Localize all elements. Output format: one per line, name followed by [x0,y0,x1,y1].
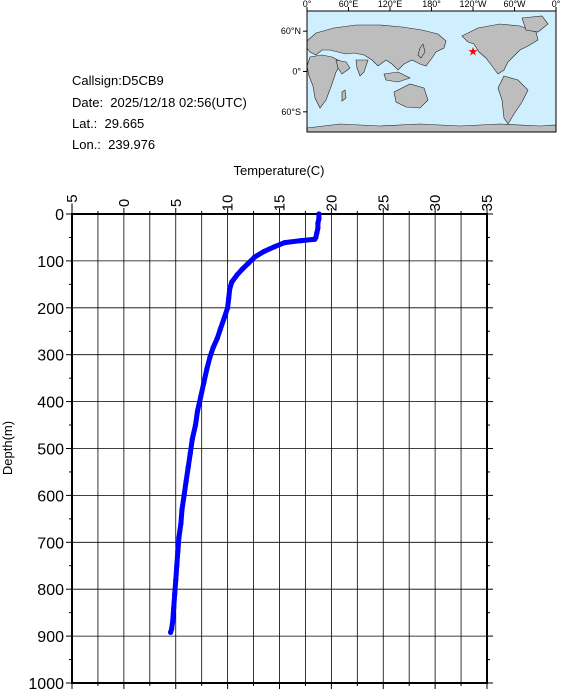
x-tick-label: −5 [64,194,81,211]
profile-point [221,314,228,320]
x-tick-label: 35 [479,195,496,212]
y-tick-label: 600 [37,488,64,505]
profile-point [316,216,322,222]
profile-point [261,248,267,255]
profile-point [245,260,251,266]
map-lon-tick-label: 120°E [378,0,403,9]
map-land [306,15,557,133]
map-lat-tick-label: 60°N [281,26,301,36]
x-tick-label: 15 [272,195,289,212]
x-tick-label: 25 [375,195,392,212]
y-tick-label: 300 [37,348,64,365]
profile-point [171,605,177,611]
profile-point [189,436,195,442]
profile-point [187,450,193,456]
x-tick-label: 5 [168,199,185,207]
profile-point [226,295,232,302]
profile-point [239,266,245,272]
x-axis-label: Temperature(C) [233,163,324,178]
map-lat-tick-label: 0° [292,67,301,77]
longitude-label: Lon.: 239.976 [72,137,156,152]
profile-point [207,354,213,360]
map-lon-tick-label: 0° [303,0,312,9]
profile-point [225,305,231,311]
station-marker-icon: ★ [468,45,479,59]
latitude-label: Lat.: 29.665 [72,116,145,131]
profile-point [170,619,176,625]
y-tick-label: 400 [37,395,64,412]
profile-point [183,478,189,484]
map-lon-tick-label: 60°W [503,0,526,9]
x-tick-label: 30 [427,195,444,212]
map-lon-tick-label: 0° [552,0,561,9]
chart-grid [72,214,487,683]
profile-point [214,335,220,341]
profile-point [181,492,187,498]
profile-point [176,535,182,541]
profile-point [234,272,240,278]
profile-point [315,225,321,231]
profile-point [210,345,216,351]
y-tick-label: 200 [37,301,64,318]
y-tick-label: 900 [37,629,64,646]
profile-point [282,240,288,246]
y-tick-label: 700 [37,535,64,552]
y-tick-label: 0 [55,207,64,224]
profile-point [204,366,210,372]
date-label: Date: 2025/12/18 02:56(UTC) [72,95,247,110]
profile-point [316,211,322,217]
profile-point [169,626,175,632]
profile-point [315,220,321,226]
y-tick-label: 100 [37,254,64,271]
profile-point [297,238,303,244]
profile-point [167,629,174,635]
y-axis-label: Depth(m) [0,421,15,475]
map-lat-tick-label: 60°S [281,107,301,117]
profile-point [173,577,179,583]
y-tick-label: 1000 [28,676,64,690]
x-tick-label: 0 [116,199,133,207]
profile-point [314,230,320,236]
profile-point [175,549,181,555]
profile-point [271,244,277,250]
profile-point [178,520,184,527]
profile-point [198,394,204,400]
profile-point [172,591,178,597]
profile-point [185,464,191,470]
profile-point [229,279,235,285]
profile-point [313,234,319,241]
map-lon-tick-label: 120°W [459,0,487,9]
y-tick-label: 500 [37,442,64,459]
profile-point [217,326,223,332]
profile-point [192,422,199,428]
profile-point [174,563,180,569]
profile-point [227,286,233,292]
x-tick-label: 20 [323,195,340,212]
profile-point [252,254,258,260]
callsign-label: Callsign:D5CB9 [72,73,164,88]
profile-point [201,380,207,386]
world-map: 0° 60°E 120°E 180° 120°W 60°W 0° 60°N 0° 60°S ★ [281,0,561,133]
profile-point [312,236,318,242]
profile-point [194,408,201,414]
map-lon-tick-label: 60°E [339,0,359,9]
y-tick-label: 800 [37,582,64,599]
map-lon-tick-label: 180° [422,0,441,9]
temperature-profile-line [168,211,322,635]
profile-point [179,506,185,513]
x-tick-label: 10 [220,195,237,212]
chart-frame [71,213,488,684]
